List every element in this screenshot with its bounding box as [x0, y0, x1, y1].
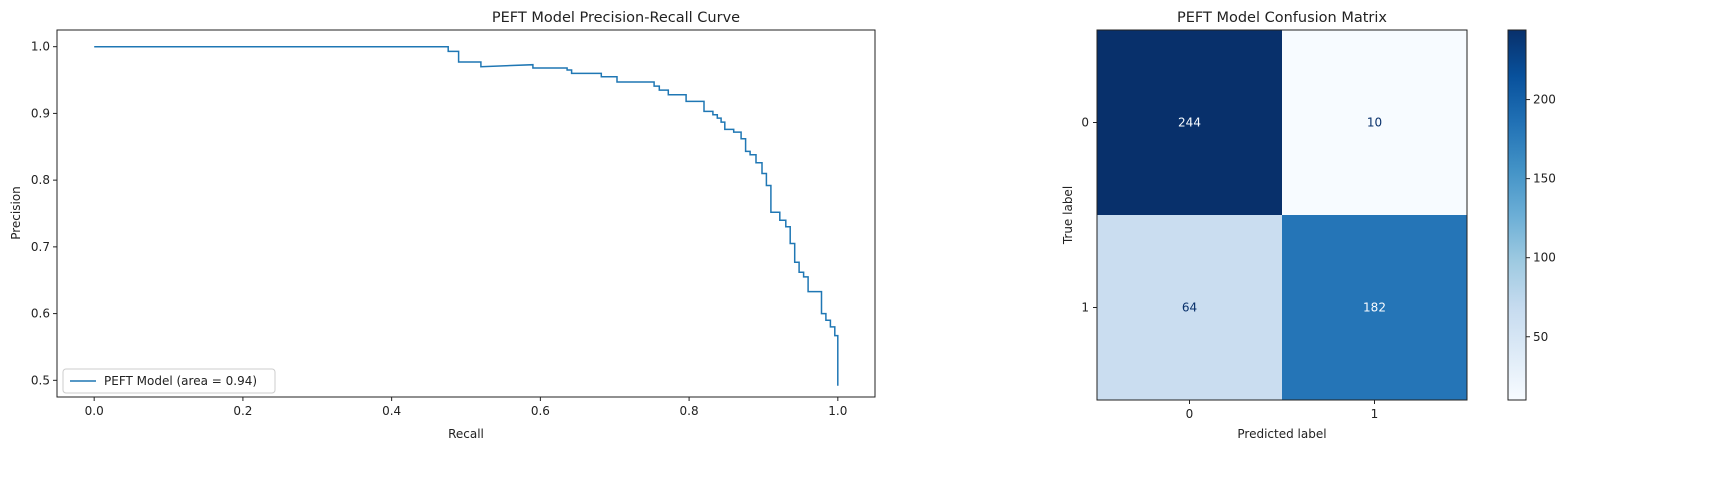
cm-cell-value: 244 — [1178, 116, 1201, 130]
cm-y-tick-label: 1 — [1081, 301, 1089, 315]
pr-y-tick-label: 0.9 — [31, 106, 50, 120]
cm-plot-frame — [1096, 29, 1468, 401]
cm-chart-title: PEFT Model Confusion Matrix — [1177, 10, 1387, 26]
pr-x-tick-label: 1.0 — [828, 404, 847, 418]
cm-cell-value: 182 — [1363, 301, 1386, 315]
cm-colorbar-tick-label: 150 — [1533, 172, 1556, 186]
pr-y-tick-label: 1.0 — [31, 40, 50, 54]
cm-cell-value: 10 — [1367, 116, 1382, 130]
pr-legend: PEFT Model (area = 0.94) — [62, 368, 276, 394]
pr-curve-line — [94, 45, 839, 386]
pr-y-tick-label: 0.5 — [31, 373, 50, 387]
cm-cell — [1282, 215, 1467, 400]
cm-cells: 244 10 64 182 — [1097, 30, 1467, 400]
pr-y-axis-label: Precision — [9, 186, 23, 240]
pr-y-ticks: 0.5 0.6 0.7 0.8 0.9 1.0 — [31, 40, 57, 387]
pr-x-tick-label: 0.4 — [382, 404, 401, 418]
cm-colorbar-tick-label: 100 — [1533, 251, 1556, 265]
precision-recall-chart: PEFT Model Precision-Recall Curve 0.5 0.6… — [9, 10, 876, 441]
pr-legend-label: PEFT Model (area = 0.94) — [104, 374, 257, 388]
cm-cell — [1097, 215, 1282, 400]
pr-x-ticks: 0.0 0.2 0.4 0.6 0.8 1.0 — [85, 397, 847, 418]
pr-plot-frame — [56, 29, 876, 398]
cm-cell-value: 64 — [1182, 301, 1197, 315]
pr-x-tick-label: 0.2 — [233, 404, 252, 418]
pr-y-tick-label: 0.6 — [31, 307, 50, 321]
cm-colorbar — [1507, 29, 1527, 401]
cm-y-axis-label: True label — [1061, 186, 1075, 245]
cm-y-tick-label: 0 — [1081, 116, 1089, 130]
pr-chart-title: PEFT Model Precision-Recall Curve — [492, 10, 740, 26]
cm-x-tick-label: 0 — [1186, 407, 1194, 421]
pr-y-tick-label: 0.8 — [31, 173, 50, 187]
cm-colorbar-tick-label: 200 — [1533, 93, 1556, 107]
cm-cell — [1282, 30, 1467, 215]
cm-x-axis-label: Predicted label — [1237, 427, 1326, 441]
pr-x-axis-label: Recall — [448, 427, 484, 441]
pr-x-tick-label: 0.0 — [85, 404, 104, 418]
pr-line-layer — [94, 45, 839, 386]
pr-y-tick-label: 0.7 — [31, 240, 50, 254]
cm-colorbar-tick-label: 50 — [1533, 330, 1548, 344]
pr-x-tick-label: 0.6 — [531, 404, 550, 418]
cm-x-tick-label: 1 — [1371, 407, 1379, 421]
pr-legend-box — [62, 368, 276, 394]
pr-x-tick-label: 0.8 — [680, 404, 699, 418]
cm-colorbar-ticks: 50 100 150 200 — [1526, 93, 1556, 344]
cm-cell — [1097, 30, 1282, 215]
cm-y-ticks: 01 — [1081, 116, 1097, 315]
